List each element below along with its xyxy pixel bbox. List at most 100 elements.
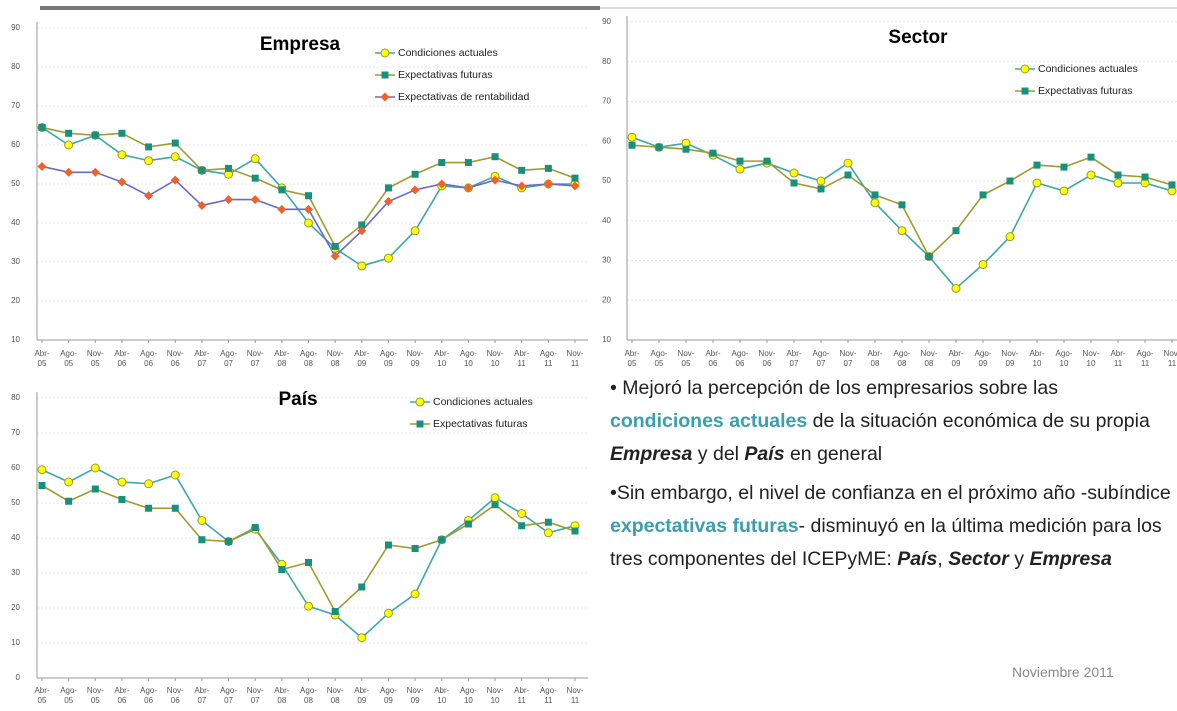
x-tick-label: Nov-07: [247, 686, 264, 705]
point: [250, 195, 260, 205]
x-tick-part: Abr-: [194, 686, 209, 695]
x-tick-label: Nov-11: [567, 349, 584, 368]
point: [464, 159, 472, 167]
point: [437, 179, 447, 189]
legend-label: Expectativas futuras: [433, 418, 528, 430]
x-tick-part: 09: [979, 359, 988, 368]
x-tick-label: Nov-09: [407, 686, 424, 705]
y-tick-label: 30: [11, 257, 20, 266]
point: [870, 198, 880, 208]
x-tick-label: Ago-06: [140, 686, 157, 705]
point: [358, 583, 366, 591]
x-tick-part: 10: [1033, 359, 1042, 368]
point: [358, 221, 366, 229]
x-tick-part: Nov-: [407, 686, 424, 695]
x-tick-part: Abr-: [514, 686, 529, 695]
x-tick-label: Nov-09: [407, 349, 424, 368]
x-tick-part: Nov-: [1083, 349, 1100, 358]
footer: Noviembre 2011: [1012, 664, 1114, 680]
point: [817, 185, 825, 193]
x-tick-part: Abr-: [34, 686, 49, 695]
point: [1005, 232, 1015, 242]
x-tick-part: Ago-: [220, 349, 237, 358]
point: [251, 174, 259, 182]
x-tick-part: Ago-: [460, 349, 477, 358]
point: [277, 204, 287, 214]
point: [789, 168, 799, 178]
y-tick-label: 10: [11, 638, 20, 647]
x-tick-label: Abr-09: [948, 349, 963, 368]
x-tick-part: Abr-: [786, 349, 801, 358]
legend-marker: [415, 397, 425, 407]
x-tick-part: 08: [925, 359, 934, 368]
x-tick-part: 08: [277, 359, 286, 368]
point: [251, 524, 259, 531]
x-tick-part: Ago-: [732, 349, 749, 358]
point: [64, 140, 74, 150]
point: [357, 633, 367, 643]
x-tick-part: Abr-: [948, 349, 963, 358]
point: [1141, 173, 1149, 181]
x-tick-part: Nov-: [487, 349, 504, 358]
x-tick-part: 06: [171, 359, 180, 368]
x-tick-label: Ago-09: [975, 349, 992, 368]
x-tick-label: Ago-10: [1056, 349, 1073, 368]
x-tick-part: Ago-: [540, 686, 557, 695]
x-tick-part: 08: [304, 696, 313, 705]
x-tick-part: 11: [1168, 359, 1177, 368]
x-tick-label: Abr-10: [1029, 349, 1044, 368]
x-tick-label: Abr-06: [705, 349, 720, 368]
y-tick-label: 10: [11, 335, 20, 344]
x-tick-part: 06: [117, 696, 126, 705]
x-tick-part: 08: [331, 359, 340, 368]
point: [1060, 163, 1068, 171]
point: [384, 184, 392, 192]
y-tick-label: 50: [11, 498, 20, 507]
x-tick-label: Abr-10: [434, 349, 449, 368]
point: [144, 191, 154, 201]
point: [709, 149, 717, 157]
point: [331, 242, 339, 250]
chart-title: País: [278, 389, 317, 410]
text-segment: Sector: [948, 548, 1009, 570]
x-tick-part: Ago-: [300, 349, 317, 358]
y-tick-label: 50: [11, 179, 20, 188]
point: [198, 166, 206, 174]
y-tick-label: 40: [602, 216, 611, 225]
y-tick-label: 30: [11, 568, 20, 577]
point: [490, 493, 500, 503]
y-tick-label: 80: [11, 62, 20, 71]
x-tick-label: Nov-05: [678, 349, 695, 368]
point: [1032, 178, 1042, 188]
x-tick-label: Abr-09: [354, 686, 369, 705]
point: [37, 161, 47, 171]
x-tick-part: 08: [898, 359, 907, 368]
text-segment: y del: [692, 443, 745, 465]
point: [951, 283, 961, 293]
x-tick-label: Abr-07: [194, 349, 209, 368]
x-tick-label: Nov-06: [167, 686, 184, 705]
x-tick-label: Abr-05: [34, 686, 49, 705]
point: [250, 154, 260, 164]
x-tick-label: Abr-07: [786, 349, 801, 368]
y-tick-label: 90: [11, 23, 20, 32]
x-tick-part: Abr-: [434, 686, 449, 695]
point: [1113, 178, 1123, 188]
point: [305, 559, 312, 566]
text-segment: País: [744, 443, 785, 465]
x-tick-label: Nov-07: [247, 349, 264, 368]
point: [38, 123, 46, 131]
point: [197, 200, 207, 210]
x-tick-label: Ago-08: [300, 349, 317, 368]
text-segment: Empresa: [1029, 548, 1112, 570]
point: [90, 167, 100, 177]
x-tick-part: Ago-: [975, 349, 992, 358]
point: [925, 253, 933, 261]
x-tick-label: Ago-07: [220, 686, 237, 705]
x-tick-label: Nov-08: [327, 349, 344, 368]
y-tick-label: 70: [11, 101, 20, 110]
series-line: [631, 144, 1173, 258]
x-tick-part: 09: [952, 359, 961, 368]
x-tick-part: Abr-: [434, 349, 449, 358]
